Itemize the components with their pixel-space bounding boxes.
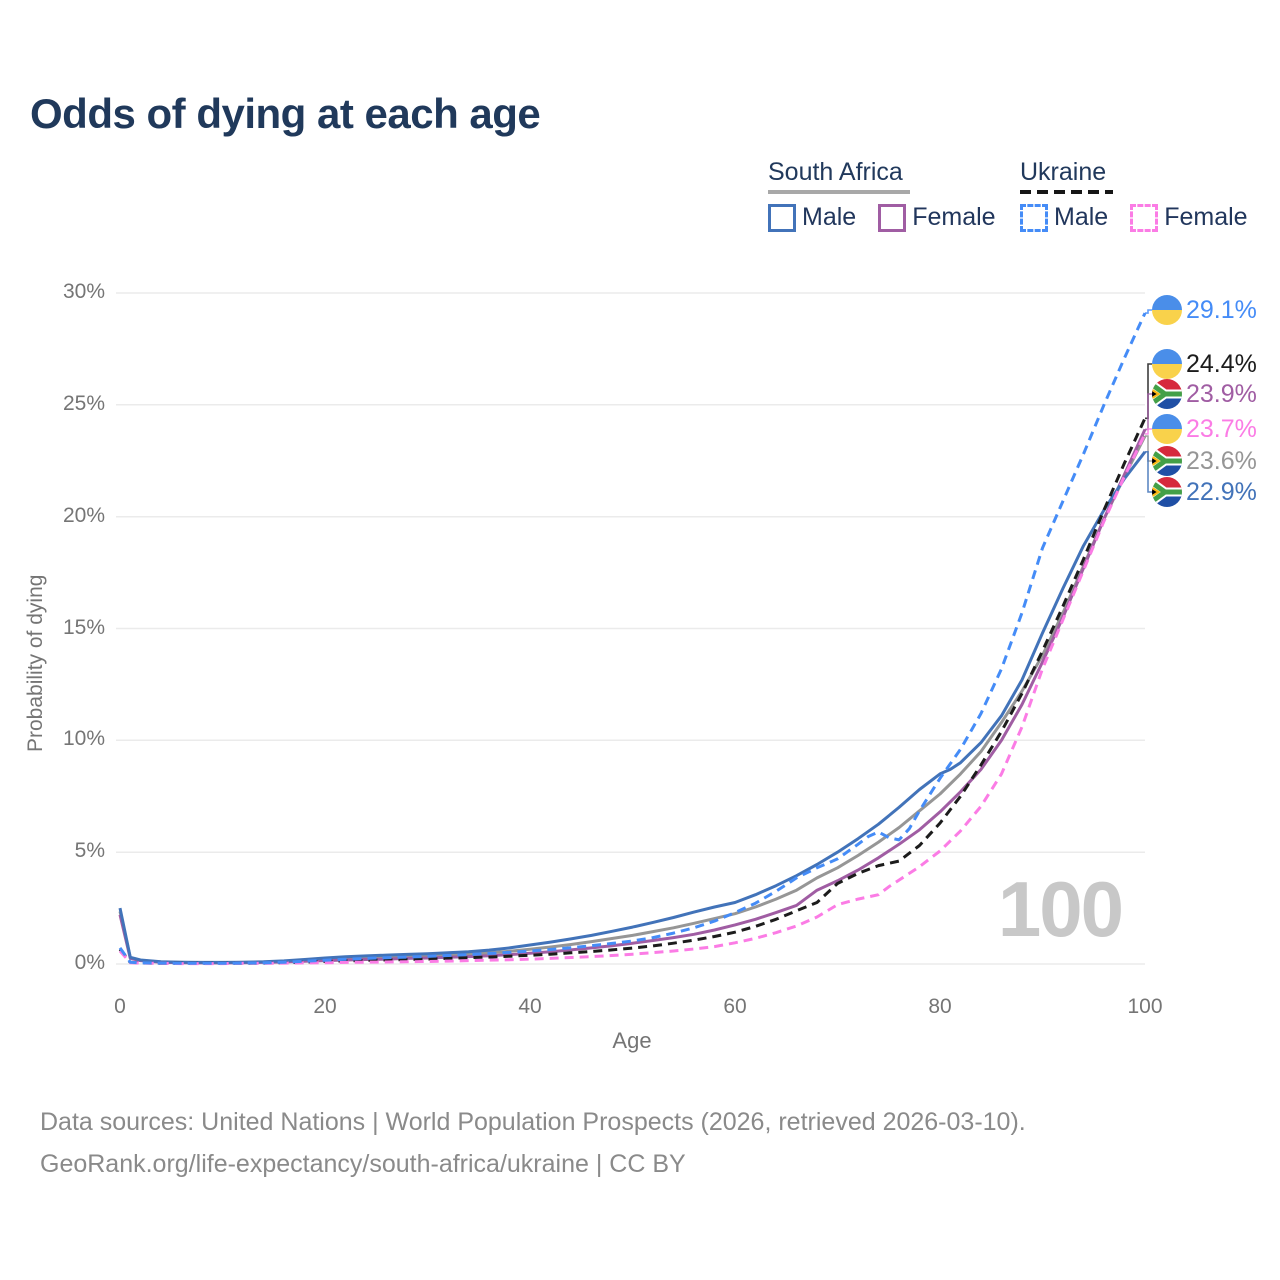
end-value-label-ukraine-female: 23.7% [1186,415,1257,443]
end-label-connector [1145,363,1152,420]
legend-group-title-south-africa: South Africa [768,158,903,186]
legend-group-ukraine: Ukraine Male Female [1020,158,1248,232]
end-label-flag [1152,446,1182,476]
end-value-label-south-africa-total: 23.6% [1186,447,1257,475]
legend-item-ua-male[interactable]: Male [1020,203,1108,232]
attribution-text: GeoRank.org/life-expectancy/south-africa… [40,1150,686,1178]
y-tick-label: 25% [62,391,105,415]
legend-label-sa-female[interactable]: Female [912,203,996,231]
south-africa-flag-icon [1152,446,1182,476]
legend-item-sa-male[interactable]: Male [768,203,856,232]
end-label-flag [1152,379,1182,409]
end-label-connector [1145,393,1152,431]
y-tick-label: 5% [74,839,105,863]
end-value-label-ukraine-total: 24.4% [1186,350,1257,378]
data-sources-text: Data sources: United Nations | World Pop… [40,1108,1026,1136]
ua-male-swatch-icon[interactable] [1020,203,1048,232]
y-tick-label: 20% [62,503,105,527]
ukraine-flag-icon [1152,414,1182,444]
end-value-label-south-africa-female: 23.9% [1186,380,1257,408]
end-label-connector [1145,451,1152,493]
sa-male-swatch-icon[interactable] [768,203,796,232]
series-line-ukraine-male [118,312,1147,965]
end-label-connector [1145,435,1152,462]
end-label-connector [1145,428,1152,435]
end-label-connector [1145,309,1152,314]
end-label-flag [1152,414,1182,444]
sa-female-swatch-icon[interactable] [878,203,907,232]
legend-underline-dashed [1020,190,1113,194]
end-value-label-south-africa-male: 22.9% [1186,478,1257,506]
ukraine-flag-icon [1152,349,1182,379]
end-label-flag [1152,349,1182,379]
ukraine-flag-icon [1152,295,1182,325]
end-label-flag [1152,295,1182,325]
legend-group-title-ukraine: Ukraine [1020,158,1107,186]
ua-female-swatch-icon[interactable] [1130,203,1159,232]
x-axis-title: Age [612,1028,652,1053]
legend-group-south-africa: South Africa Male Female [768,158,996,232]
legend-item-ua-female[interactable]: Female [1130,203,1248,232]
legend-label-sa-male[interactable]: Male [802,203,857,231]
end-label-flag [1152,477,1182,507]
x-tick-label: 60 [723,995,747,1018]
x-tick-label: 40 [518,995,542,1018]
y-axis-title: Probability of dying [24,574,47,752]
south-africa-flag-icon [1152,477,1182,507]
end-value-label-ukraine-male: 29.1% [1186,296,1257,324]
south-africa-flag-icon [1152,379,1182,409]
y-tick-label: 15% [62,615,105,639]
age-counter-watermark: 100 [997,865,1124,953]
y-tick-label: 0% [74,951,105,974]
series-line-south-africa-male [118,450,1147,964]
x-tick-label: 20 [313,995,337,1018]
y-tick-label: 30% [62,280,105,303]
legend-underline-solid [768,190,910,194]
x-tick-label: 0 [114,995,126,1018]
chart-title: Odds of dying at each age [30,90,541,137]
legend-label-ua-female[interactable]: Female [1164,203,1248,231]
y-tick-label: 10% [62,727,105,751]
series-line-ukraine-female [118,433,1147,966]
x-tick-label: 80 [928,995,952,1018]
x-tick-label: 100 [1127,995,1163,1018]
legend-label-ua-male[interactable]: Male [1054,203,1109,231]
legend-item-sa-female[interactable]: Female [878,203,996,232]
